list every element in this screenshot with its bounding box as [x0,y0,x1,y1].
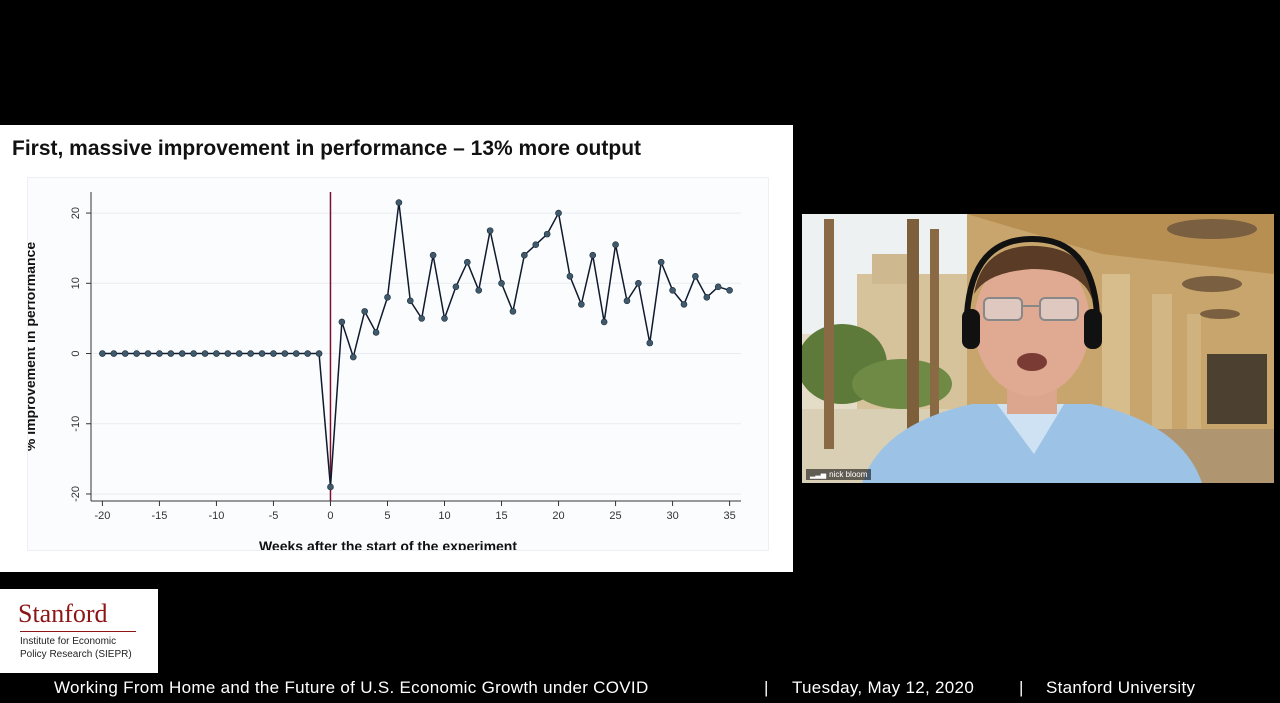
data-point [486,227,494,234]
data-point [600,318,608,326]
y-tick-label: -20 [70,486,82,502]
event-title: Working From Home and the Future of U.S.… [54,678,649,697]
data-point [315,350,323,357]
participant-video: ▂▃▅ nick bloom [802,214,1274,483]
data-point [406,297,414,305]
data-point [680,301,688,308]
data-point [475,287,483,294]
slide-title: First, massive improvement in performanc… [12,137,642,160]
data-point [247,350,254,357]
data-point [692,272,699,280]
series-line [102,202,730,488]
event-institution: Stanford University [1046,678,1196,697]
stanford-siepr-logo: Stanford Institute for Economic Policy R… [0,589,158,673]
data-point [612,241,619,248]
event-date: Tuesday, May 12, 2020 [792,678,975,697]
x-tick-label: 0 [327,510,333,522]
data-point [235,350,243,357]
data-point [121,350,129,357]
data-point [361,308,368,315]
data-point [452,283,460,291]
x-tick-label: 10 [438,510,450,522]
data-point [429,251,437,259]
y-tick-label: 10 [70,277,82,289]
data-point [190,350,197,357]
data-point [144,350,152,357]
data-point [418,315,426,322]
x-axis-label: Weeks after the start of the experiment [259,538,517,550]
data-point [543,230,551,238]
data-point [99,350,106,357]
data-point [703,294,711,301]
speaker-video-feed [802,214,1274,483]
y-axis-label: % Improvement in performance [28,242,38,451]
data-point [532,241,540,248]
data-point [133,350,140,357]
data-point [270,350,277,357]
data-point [578,301,585,308]
x-tick-label: 25 [609,510,621,522]
data-point [646,339,654,347]
data-point [224,350,232,357]
data-point [327,483,334,491]
x-tick-label: 5 [384,510,390,522]
data-point [213,350,220,357]
data-point [521,251,528,259]
y-tick-label: 0 [70,350,82,356]
data-point [566,272,574,280]
data-point [110,350,118,357]
data-point [349,353,357,361]
data-point [555,209,562,217]
y-tick-label: -10 [70,416,82,432]
logo-line-1: Institute for Economic [20,636,117,647]
participant-name: nick bloom [829,470,868,479]
x-tick-label: -20 [94,510,110,522]
data-point [156,350,163,357]
x-tick-label: -15 [151,510,167,522]
x-tick-label: 35 [723,510,735,522]
data-point [201,350,209,357]
data-point [167,350,175,357]
stanford-wordmark: Stanford [18,599,108,628]
data-point [623,297,631,305]
performance-line-chart: 20 10 0 -10 -20 -20 -15 -10 -5 0 5 10 15 20 25 30 35 Week… [28,192,741,550]
data-point [589,251,597,259]
data-point [714,283,722,291]
data-point [372,329,380,336]
x-tick-label: 30 [666,510,678,522]
data-point [464,258,471,266]
x-tick-label: 15 [495,510,507,522]
x-tick-label: 20 [552,510,564,522]
data-point [657,258,665,266]
data-point [726,287,733,294]
footer-separator: | [764,678,769,697]
y-tick-label: 20 [70,207,82,219]
data-point [441,315,448,322]
footer-separator: | [1019,678,1024,697]
data-point [304,350,311,357]
data-point [338,318,346,326]
data-point [384,294,391,301]
data-point [281,350,289,357]
participant-name-tag: ▂▃▅ nick bloom [806,469,872,480]
data-point [292,350,300,357]
event-footer: Working From Home and the Future of U.S.… [0,673,1280,703]
x-tick-label: -10 [208,510,224,522]
signal-strength-icon: ▂▃▅ [810,472,827,479]
data-point [669,287,676,294]
data-point [635,279,642,287]
x-tick-label: -5 [269,510,279,522]
chart-area: 20 10 0 -10 -20 -20 -15 -10 -5 0 5 10 15 20 25 30 35 Week… [27,177,769,551]
data-point [258,350,266,357]
logo-line-2: Policy Research (SIEPR) [20,649,132,660]
presentation-slide: First, massive improvement in performanc… [0,125,793,572]
logo-divider [20,631,136,632]
data-point [395,199,403,206]
data-point [178,350,186,357]
data-point [509,308,517,315]
data-point [498,279,505,287]
